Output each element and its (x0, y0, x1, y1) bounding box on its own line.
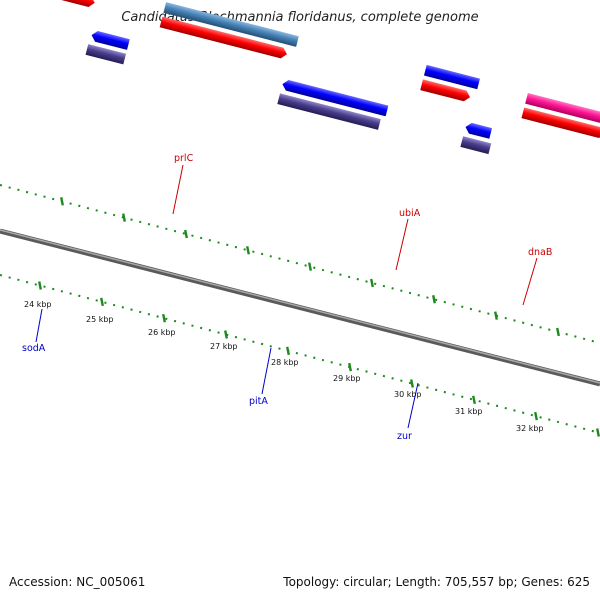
gene-label-zur[interactable]: zur (397, 431, 412, 442)
major-tick (556, 327, 560, 337)
scale-label: 32 kbp (516, 424, 544, 433)
leader-line-ubiA (395, 218, 409, 271)
major-tick (162, 313, 166, 323)
major-tick (224, 330, 228, 339)
scale-label: 24 kbp (24, 300, 52, 309)
major-tick (246, 246, 250, 255)
leader-line-zur (407, 382, 419, 429)
gene-product-zur[interactable] (460, 136, 492, 155)
accession-label: Accession: NC_005061 (9, 575, 146, 589)
major-tick (122, 213, 126, 222)
gene-feature-pitA[interactable] (281, 79, 389, 117)
cds-feature[interactable] (34, 0, 96, 8)
major-tick (100, 297, 104, 307)
leader-line-pitA (261, 347, 272, 395)
major-tick (432, 295, 436, 304)
gene-feature-prlC[interactable] (163, 2, 299, 47)
major-tick (370, 278, 374, 288)
gene-product-pitA[interactable] (277, 93, 381, 130)
leader-line-dnaB (522, 257, 538, 306)
gene-label-sodA[interactable]: sodA (22, 343, 46, 354)
gene-track (34, 0, 600, 155)
cds-feature-prlC[interactable] (159, 16, 289, 60)
forward-major-ticks (60, 197, 560, 337)
backbone-highlight (0, 229, 600, 384)
gene-labels: prlC ubiA dnaB sodA pitA zur (22, 153, 552, 442)
major-tick (348, 362, 352, 372)
major-tick (184, 229, 188, 239)
forward-tick-row (0, 184, 600, 344)
genome-stats: Topology: circular; Length: 705,557 bp; … (283, 575, 590, 589)
gene-feature-dnaB[interactable] (525, 92, 600, 126)
cds-feature-dnaB[interactable] (521, 107, 600, 139)
gene-feature-sodA[interactable] (90, 30, 130, 50)
gene-label-prlC[interactable]: prlC (174, 153, 194, 164)
scale-label: 25 kbp (86, 315, 114, 324)
scale-label: 27 kbp (210, 342, 238, 351)
major-tick (494, 311, 498, 320)
cds-feature-ubiA[interactable] (420, 79, 471, 102)
leader-line-prlC (172, 164, 184, 215)
scale-label: 29 kbp (333, 374, 361, 383)
gene-label-dnaB[interactable]: dnaB (528, 247, 552, 258)
scale-label: 28 kbp (271, 358, 299, 367)
gene-product-sodA[interactable] (85, 44, 127, 65)
major-tick (308, 262, 312, 271)
reverse-major-ticks (38, 281, 600, 437)
major-tick (596, 428, 600, 437)
reverse-tick-row (0, 274, 600, 437)
scale-label: 26 kbp (148, 328, 176, 337)
major-tick (410, 379, 414, 388)
genome-backbone (0, 228, 600, 387)
leader-line-sodA (35, 308, 43, 343)
gene-feature-zur[interactable] (464, 122, 493, 139)
major-tick (38, 281, 42, 290)
major-tick (286, 346, 290, 356)
scale-label: 30 kbp (394, 390, 422, 399)
scale-label: 31 kbp (455, 407, 483, 416)
major-tick (60, 197, 64, 206)
gene-label-pitA[interactable]: pitA (249, 396, 268, 407)
gene-feature-ubiA[interactable] (423, 64, 480, 90)
leader-lines (35, 164, 538, 429)
major-tick (472, 395, 476, 405)
major-tick (534, 411, 538, 421)
scale-labels: 24 kbp 25 kbp 26 kbp 27 kbp 28 kbp 29 kb… (24, 300, 544, 433)
reverse-minor-ticks (0, 274, 600, 434)
gene-label-ubiA[interactable]: ubiA (399, 208, 421, 219)
